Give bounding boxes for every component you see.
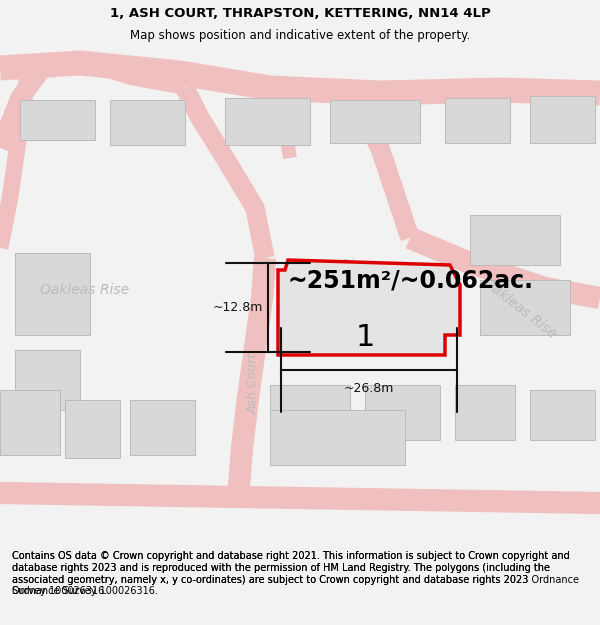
Polygon shape (530, 390, 595, 440)
Polygon shape (110, 100, 185, 145)
Text: Map shows position and indicative extent of the property.: Map shows position and indicative extent… (130, 29, 470, 42)
Text: 1, ASH COURT, THRAPSTON, KETTERING, NN14 4LP: 1, ASH COURT, THRAPSTON, KETTERING, NN14… (110, 7, 490, 20)
Text: ~26.8m: ~26.8m (344, 382, 394, 395)
Polygon shape (270, 410, 405, 465)
Text: ~251m²/~0.062ac.: ~251m²/~0.062ac. (287, 268, 533, 292)
Polygon shape (15, 253, 90, 335)
Polygon shape (0, 390, 60, 455)
Text: 1: 1 (355, 324, 374, 352)
Polygon shape (480, 280, 570, 335)
Polygon shape (270, 385, 350, 455)
Polygon shape (445, 98, 510, 143)
Text: Oakleas Rise: Oakleas Rise (481, 275, 559, 341)
Polygon shape (530, 96, 595, 143)
Polygon shape (470, 215, 560, 265)
Polygon shape (15, 350, 80, 410)
Text: Rise: Rise (340, 258, 370, 272)
Text: ~12.8m: ~12.8m (212, 301, 263, 314)
Polygon shape (365, 385, 440, 440)
Text: Ash Court: Ash Court (247, 352, 260, 414)
Polygon shape (225, 98, 310, 145)
Text: Contains OS data © Crown copyright and database right 2021. This information is : Contains OS data © Crown copyright and d… (12, 551, 579, 596)
Text: Contains OS data © Crown copyright and database right 2021. This information is : Contains OS data © Crown copyright and d… (12, 551, 569, 596)
Polygon shape (65, 400, 120, 458)
Polygon shape (20, 100, 95, 140)
Polygon shape (455, 385, 515, 440)
Polygon shape (130, 400, 195, 455)
Polygon shape (330, 100, 420, 143)
Text: Oakleas Rise: Oakleas Rise (40, 283, 130, 297)
Polygon shape (278, 260, 460, 355)
